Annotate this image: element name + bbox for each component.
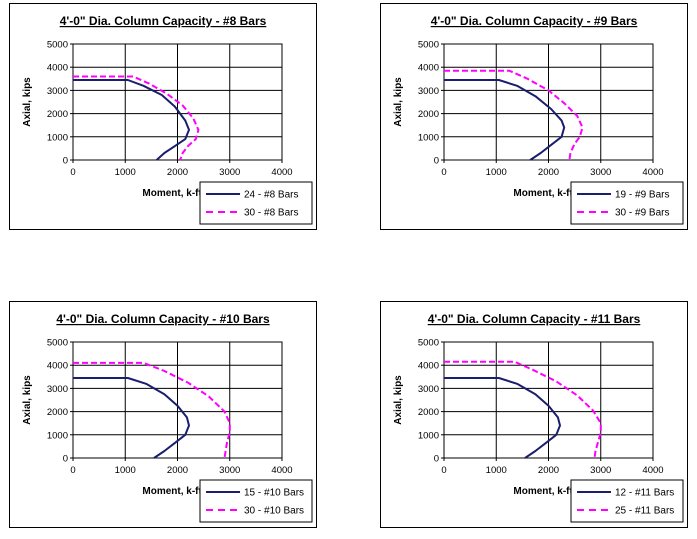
chart-svg: 4'-0" Dia. Column Capacity - #9 Bars 0 100… [393, 14, 684, 225]
y-axis-label: Axial, kips [22, 375, 33, 425]
x-tick-label: 3000 [219, 465, 240, 476]
chart-title: 4'-0" Dia. Column Capacity - #11 Bars [428, 312, 641, 326]
x-tick-label: 2000 [538, 465, 559, 476]
x-tick-label: 3000 [590, 465, 611, 476]
y-tick-label: 4000 [47, 361, 68, 372]
y-tick-label: 3000 [47, 384, 68, 395]
x-tick-label: 3000 [590, 167, 611, 178]
chart-svg: 4'-0" Dia. Column Capacity - #11 Bars 0 10… [393, 312, 684, 523]
y-tick-label: 5000 [47, 40, 68, 51]
x-axis-label: Moment, k-ft. [142, 188, 204, 199]
y-tick-label: 2000 [418, 109, 439, 120]
chart-panel-11-bars: 4'-0" Dia. Column Capacity - #11 Bars 0 10… [380, 301, 688, 528]
y-tick-label: 4000 [47, 63, 68, 74]
x-tick-label: 1000 [486, 465, 507, 476]
legend: 12 - #11 Bars 25 - #11 Bars [570, 479, 684, 523]
x-tick-label: 2000 [167, 167, 188, 178]
y-tick-label: 2000 [47, 407, 68, 418]
y-tick-label: 0 [63, 454, 68, 465]
series-line [444, 79, 566, 161]
series-line [444, 69, 584, 161]
x-tick-label: 1000 [115, 167, 136, 178]
y-tick-label: 0 [63, 156, 68, 167]
series-line [444, 360, 602, 459]
x-axis-label: Moment, k-ft. [142, 486, 204, 497]
y-tick-label: 4000 [418, 361, 439, 372]
y-tick-label: 0 [434, 454, 439, 465]
y-tick-label: 5000 [418, 338, 439, 349]
x-tick-label: 1000 [115, 465, 136, 476]
legend-label: 30 - #10 Bars [244, 506, 304, 517]
x-tick-label: 3000 [219, 167, 240, 178]
legend-box [570, 181, 684, 225]
legend: 15 - #10 Bars 30 - #10 Bars [199, 479, 313, 523]
chart-svg: 4'-0" Dia. Column Capacity - #10 Bars 0 10… [22, 312, 313, 523]
x-tick-label: 4000 [271, 167, 292, 178]
series-line [73, 79, 190, 161]
x-tick-label: 0 [70, 465, 75, 476]
chart-panel-10-bars: 4'-0" Dia. Column Capacity - #10 Bars 0 10… [9, 301, 317, 528]
legend-label: 24 - #8 Bars [244, 190, 298, 201]
legend-box [199, 479, 313, 523]
x-tick-label: 2000 [538, 167, 559, 178]
legend: 19 - #9 Bars 30 - #9 Bars [570, 181, 684, 225]
legend-box [199, 181, 313, 225]
legend-label: 12 - #11 Bars [615, 488, 674, 499]
x-tick-label: 1000 [486, 167, 507, 178]
chart-title: 4'-0" Dia. Column Capacity - #10 Bars [56, 312, 270, 326]
legend-label: 19 - #9 Bars [615, 190, 669, 201]
x-tick-label: 4000 [642, 167, 663, 178]
y-axis-label: Axial, kips [22, 77, 33, 127]
y-tick-label: 3000 [47, 86, 68, 97]
y-tick-label: 1000 [47, 430, 68, 441]
y-tick-label: 1000 [47, 132, 68, 143]
series-line [444, 377, 561, 459]
y-tick-label: 3000 [418, 384, 439, 395]
y-tick-label: 2000 [418, 407, 439, 418]
legend-label: 30 - #8 Bars [244, 208, 298, 219]
series-line [73, 75, 200, 161]
x-tick-label: 0 [441, 465, 446, 476]
legend-box [570, 479, 684, 523]
legend: 24 - #8 Bars 30 - #8 Bars [199, 181, 313, 225]
chart-panel-8-bars: 4'-0" Dia. Column Capacity - #8 Bars 0 100… [9, 3, 317, 230]
legend-label: 15 - #10 Bars [244, 488, 304, 499]
y-tick-label: 2000 [47, 109, 68, 120]
series-line [73, 377, 190, 459]
x-tick-label: 4000 [271, 465, 292, 476]
y-tick-label: 1000 [418, 430, 439, 441]
y-tick-label: 5000 [47, 338, 68, 349]
y-tick-label: 0 [434, 156, 439, 167]
x-tick-label: 0 [70, 167, 75, 178]
y-tick-label: 3000 [418, 86, 439, 97]
x-axis-label: Moment, k-ft. [513, 486, 575, 497]
x-tick-label: 2000 [167, 465, 188, 476]
y-tick-label: 1000 [418, 132, 439, 143]
y-axis-label: Axial, kips [393, 375, 404, 425]
chart-title: 4'-0" Dia. Column Capacity - #8 Bars [60, 14, 267, 28]
y-axis-label: Axial, kips [393, 77, 404, 127]
x-tick-label: 0 [441, 167, 446, 178]
x-axis-label: Moment, k-ft. [513, 188, 575, 199]
series-line [73, 361, 231, 459]
legend-label: 25 - #11 Bars [615, 506, 674, 517]
chart-svg: 4'-0" Dia. Column Capacity - #8 Bars 0 100… [22, 14, 313, 225]
chart-panel-9-bars: 4'-0" Dia. Column Capacity - #9 Bars 0 100… [380, 3, 688, 230]
x-tick-label: 4000 [642, 465, 663, 476]
y-tick-label: 4000 [418, 63, 439, 74]
legend-label: 30 - #9 Bars [615, 208, 669, 219]
y-tick-label: 5000 [418, 40, 439, 51]
chart-title: 4'-0" Dia. Column Capacity - #9 Bars [431, 14, 638, 28]
